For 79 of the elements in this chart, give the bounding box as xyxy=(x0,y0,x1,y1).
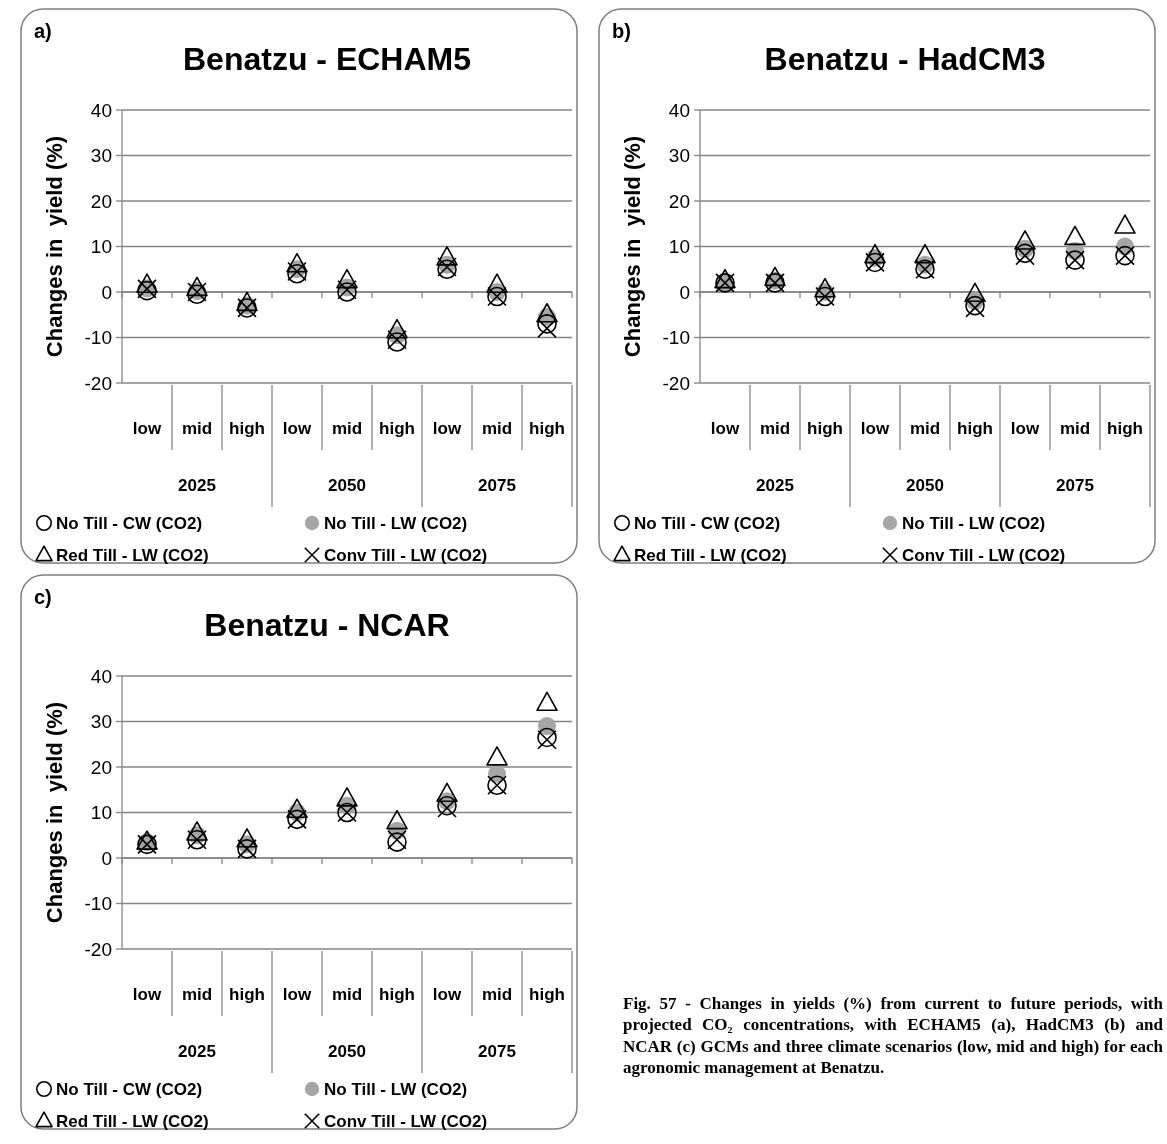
x-tick-label: low xyxy=(282,418,312,438)
legend-label: Red Till - LW (CO2) xyxy=(56,1111,209,1131)
x-tick-label: low xyxy=(432,984,462,1004)
y-tick-label: 30 xyxy=(90,711,112,733)
y-axis-title: Changes in yield (%) xyxy=(42,701,67,924)
x-tick-label: high xyxy=(807,418,843,438)
y-tick-label: 40 xyxy=(668,99,690,121)
x-tick-label: mid xyxy=(331,418,363,438)
text: 2050 xyxy=(328,1041,366,1061)
x-tick-label: low xyxy=(132,418,162,438)
legend-label: No Till - CW (CO2) xyxy=(634,513,781,533)
x-tick-label: high xyxy=(1107,418,1143,438)
legend-label: No Till - LW (CO2) xyxy=(324,1079,468,1099)
y-tick-label: -10 xyxy=(84,327,112,349)
y-tick-label: 20 xyxy=(90,756,112,778)
text: 2050 xyxy=(906,475,944,495)
text: 2050 xyxy=(328,475,366,495)
y-axis-title: Changes in yield (%) xyxy=(42,135,67,358)
x-tick-label: low xyxy=(860,418,890,438)
x-tick-label: high xyxy=(229,984,265,1004)
chart-title: Benatzu - ECHAM5 xyxy=(182,41,472,77)
chart-title: Benatzu - NCAR xyxy=(204,607,450,643)
text: 2075 xyxy=(478,1041,516,1061)
y-tick-label: -10 xyxy=(662,327,690,349)
y-tick-label: -10 xyxy=(84,893,112,915)
x-tick-label: mid xyxy=(481,418,513,438)
chart-title: Benatzu - HadCM3 xyxy=(764,41,1046,77)
legend-label: Conv Till - LW (CO2) xyxy=(324,545,488,565)
x-tick-label: low xyxy=(132,984,162,1004)
y-tick-label: 0 xyxy=(101,847,112,869)
legend-label: No Till - CW (CO2) xyxy=(56,513,203,533)
x-tick-label: mid xyxy=(909,418,941,438)
y-tick-label: 30 xyxy=(668,145,690,167)
x-tick-label: high xyxy=(957,418,993,438)
text: 2025 xyxy=(178,1041,216,1061)
y-tick-label: 40 xyxy=(90,665,112,687)
text: 2025 xyxy=(756,475,794,495)
y-tick-label: -20 xyxy=(662,372,690,394)
y-tick-label: 20 xyxy=(668,190,690,212)
legend-label: No Till - CW (CO2) xyxy=(56,1079,203,1099)
x-tick-label: high xyxy=(529,984,565,1004)
x-tick-label: mid xyxy=(759,418,791,438)
x-tick-label: low xyxy=(282,984,312,1004)
legend-label: No Till - LW (CO2) xyxy=(324,513,468,533)
y-tick-label: 0 xyxy=(101,281,112,303)
y-tick-label: -20 xyxy=(84,938,112,960)
y-axis-title: Changes in yield (%) xyxy=(620,135,645,358)
legend-label: Conv Till - LW (CO2) xyxy=(324,1111,488,1131)
x-tick-label: low xyxy=(1010,418,1040,438)
text: c) xyxy=(34,586,52,608)
x-tick-label: mid xyxy=(481,984,513,1004)
text: 2025 xyxy=(178,475,216,495)
legend-label: No Till - LW (CO2) xyxy=(902,513,1046,533)
x-tick-label: high xyxy=(229,418,265,438)
legend-label: Red Till - LW (CO2) xyxy=(634,545,787,565)
x-tick-label: mid xyxy=(331,984,363,1004)
text: a) xyxy=(34,20,52,42)
legend-label: Red Till - LW (CO2) xyxy=(56,545,209,565)
x-tick-label: low xyxy=(710,418,740,438)
x-tick-label: mid xyxy=(181,984,213,1004)
x-tick-label: mid xyxy=(181,418,213,438)
x-tick-label: mid xyxy=(1059,418,1091,438)
caption: Fig. 57 - Changes in yields (%) from current to future periods, with projected CO₂ concentrations, with ECHAM5 (a), HadCM3 (b) and NCAR (c) GCMs and three climate scenarios (low, mid and high) for each agronomic management at Benatzu. xyxy=(623,993,1163,1078)
y-tick-label: 10 xyxy=(90,236,112,258)
text: 2075 xyxy=(1056,475,1094,495)
x-tick-label: high xyxy=(379,984,415,1004)
y-tick-label: 30 xyxy=(90,145,112,167)
x-tick-label: high xyxy=(529,418,565,438)
legend-label: Conv Till - LW (CO2) xyxy=(902,545,1066,565)
y-tick-label: -20 xyxy=(84,372,112,394)
y-tick-label: 10 xyxy=(668,236,690,258)
text: b) xyxy=(612,20,631,42)
y-tick-label: 40 xyxy=(90,99,112,121)
x-tick-label: high xyxy=(379,418,415,438)
x-tick-label: low xyxy=(432,418,462,438)
y-tick-label: 0 xyxy=(679,281,690,303)
y-tick-label: 10 xyxy=(90,802,112,824)
y-tick-label: 20 xyxy=(90,190,112,212)
text: 2075 xyxy=(478,475,516,495)
